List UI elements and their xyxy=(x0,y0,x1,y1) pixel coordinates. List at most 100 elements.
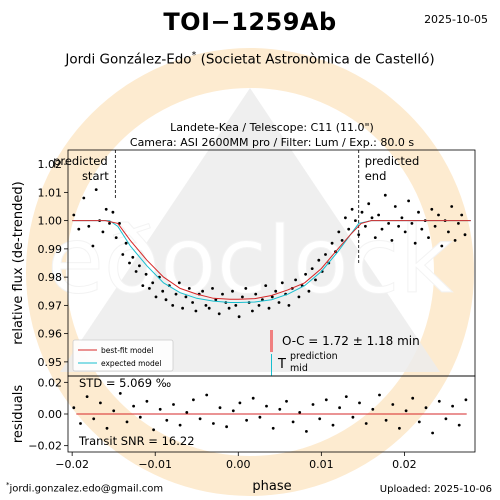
flux-point xyxy=(344,216,347,220)
flux-points xyxy=(72,188,467,319)
flux-point xyxy=(294,278,297,282)
residual-point xyxy=(311,403,315,406)
flux-point xyxy=(453,239,457,242)
flux-point xyxy=(244,287,248,290)
flux-point xyxy=(148,287,151,290)
residual-point xyxy=(72,406,76,410)
oc-label: O-C = 1.72 ± 1.18 min xyxy=(282,334,420,348)
residual-point xyxy=(212,422,215,425)
expected-model-line xyxy=(72,220,471,303)
residual-point xyxy=(112,409,116,413)
flux-point xyxy=(397,224,400,228)
main-y-axis-label: relative flux (de-trended) xyxy=(11,181,26,344)
residual-point xyxy=(225,425,229,429)
residual-point xyxy=(238,401,242,405)
residual-point xyxy=(378,393,381,397)
residual-point xyxy=(464,398,468,402)
residual-point xyxy=(218,406,222,410)
flux-point xyxy=(400,216,404,220)
flux-point xyxy=(138,264,141,268)
residual-point xyxy=(411,396,415,400)
residual-point xyxy=(245,418,249,422)
res-x-tick-label: 0.01 xyxy=(309,458,334,471)
std-label: STD = 5.069 ‰ xyxy=(79,376,171,390)
residual-point xyxy=(278,407,282,411)
flux-point xyxy=(124,241,128,245)
flux-point xyxy=(274,289,278,293)
res-y-tick-label: −0.02 xyxy=(28,440,62,453)
residual-point xyxy=(451,404,454,408)
residual-point xyxy=(185,411,189,414)
residual-point xyxy=(172,403,175,406)
tmid-prediction-bar xyxy=(271,354,272,376)
residual-point xyxy=(125,420,129,424)
residuals-panel: −0.02 0.00 0.02 −0.02 −0.01 0.00 0.01 0.02 STD… xyxy=(28,375,476,471)
flux-point xyxy=(314,278,317,282)
watermark-gray-shape xyxy=(60,88,440,372)
flux-point xyxy=(460,213,464,217)
residual-point xyxy=(298,411,302,414)
residual-point xyxy=(364,422,368,425)
residual-point xyxy=(152,428,156,432)
main-y-tick-label: 0.96 xyxy=(38,328,63,341)
residual-point xyxy=(138,415,142,419)
residual-point xyxy=(205,393,209,397)
residual-point xyxy=(331,423,335,427)
flux-point xyxy=(420,227,424,231)
main-y-tick-label: 0.97 xyxy=(38,299,63,312)
snr-label: Transit SNR = 16.22 xyxy=(78,434,195,448)
residual-point xyxy=(178,423,182,427)
flux-point xyxy=(231,289,234,293)
residual-point xyxy=(384,418,388,422)
flux-point xyxy=(307,289,311,293)
residuals-x-axis: −0.02 −0.01 0.00 0.01 0.02 xyxy=(55,452,417,471)
flux-point xyxy=(387,222,390,225)
subtitle-line2: Camera: ASI 2600MM pro / Filter: Lum / E… xyxy=(130,136,414,149)
flux-point xyxy=(241,295,244,299)
flux-point xyxy=(330,241,334,245)
flux-point xyxy=(433,224,437,228)
predicted-end-label-2: end xyxy=(365,169,387,183)
flux-point xyxy=(264,284,268,287)
flux-point xyxy=(360,210,364,214)
residual-point xyxy=(192,398,195,402)
flux-point xyxy=(201,289,205,293)
predicted-start-label-1: predicted xyxy=(53,154,108,168)
flux-point xyxy=(270,295,274,299)
flux-point xyxy=(410,222,414,225)
flux-point xyxy=(310,267,314,270)
flux-point xyxy=(181,306,185,310)
residual-point xyxy=(231,409,235,413)
flux-point xyxy=(457,222,460,225)
predicted-end-label-1: predicted xyxy=(365,154,420,168)
flux-point xyxy=(77,227,81,231)
residual-point xyxy=(305,430,308,433)
residual-point xyxy=(371,407,375,411)
flux-point xyxy=(187,287,191,290)
residual-point xyxy=(105,426,109,430)
flux-point xyxy=(101,230,105,234)
oc-bar xyxy=(270,330,273,352)
flux-point xyxy=(184,295,188,299)
flux-point xyxy=(340,239,344,242)
flux-point xyxy=(121,253,125,256)
residual-point xyxy=(85,395,89,398)
author-mark: * xyxy=(191,50,197,61)
predicted-start-label-2: start xyxy=(82,169,109,183)
flux-point xyxy=(134,270,138,273)
res-x-tick-label: −0.02 xyxy=(55,458,89,471)
flux-point xyxy=(280,281,284,285)
flux-point xyxy=(174,292,178,296)
flux-point xyxy=(234,304,238,307)
residual-point xyxy=(198,417,202,421)
subtitle-line1: Landete-Kea / Telescope: C11 (11.0") xyxy=(170,121,374,134)
title-date: 2025-10-05 xyxy=(424,13,488,26)
residual-point xyxy=(404,409,408,413)
flux-point xyxy=(393,205,397,208)
email-mark: * xyxy=(6,481,10,489)
flux-point xyxy=(177,281,181,285)
flux-point xyxy=(214,298,218,302)
main-y-tick-label: 1.02 xyxy=(38,158,63,171)
flux-point xyxy=(413,241,417,245)
tmid-sub-label: mid xyxy=(290,363,308,374)
